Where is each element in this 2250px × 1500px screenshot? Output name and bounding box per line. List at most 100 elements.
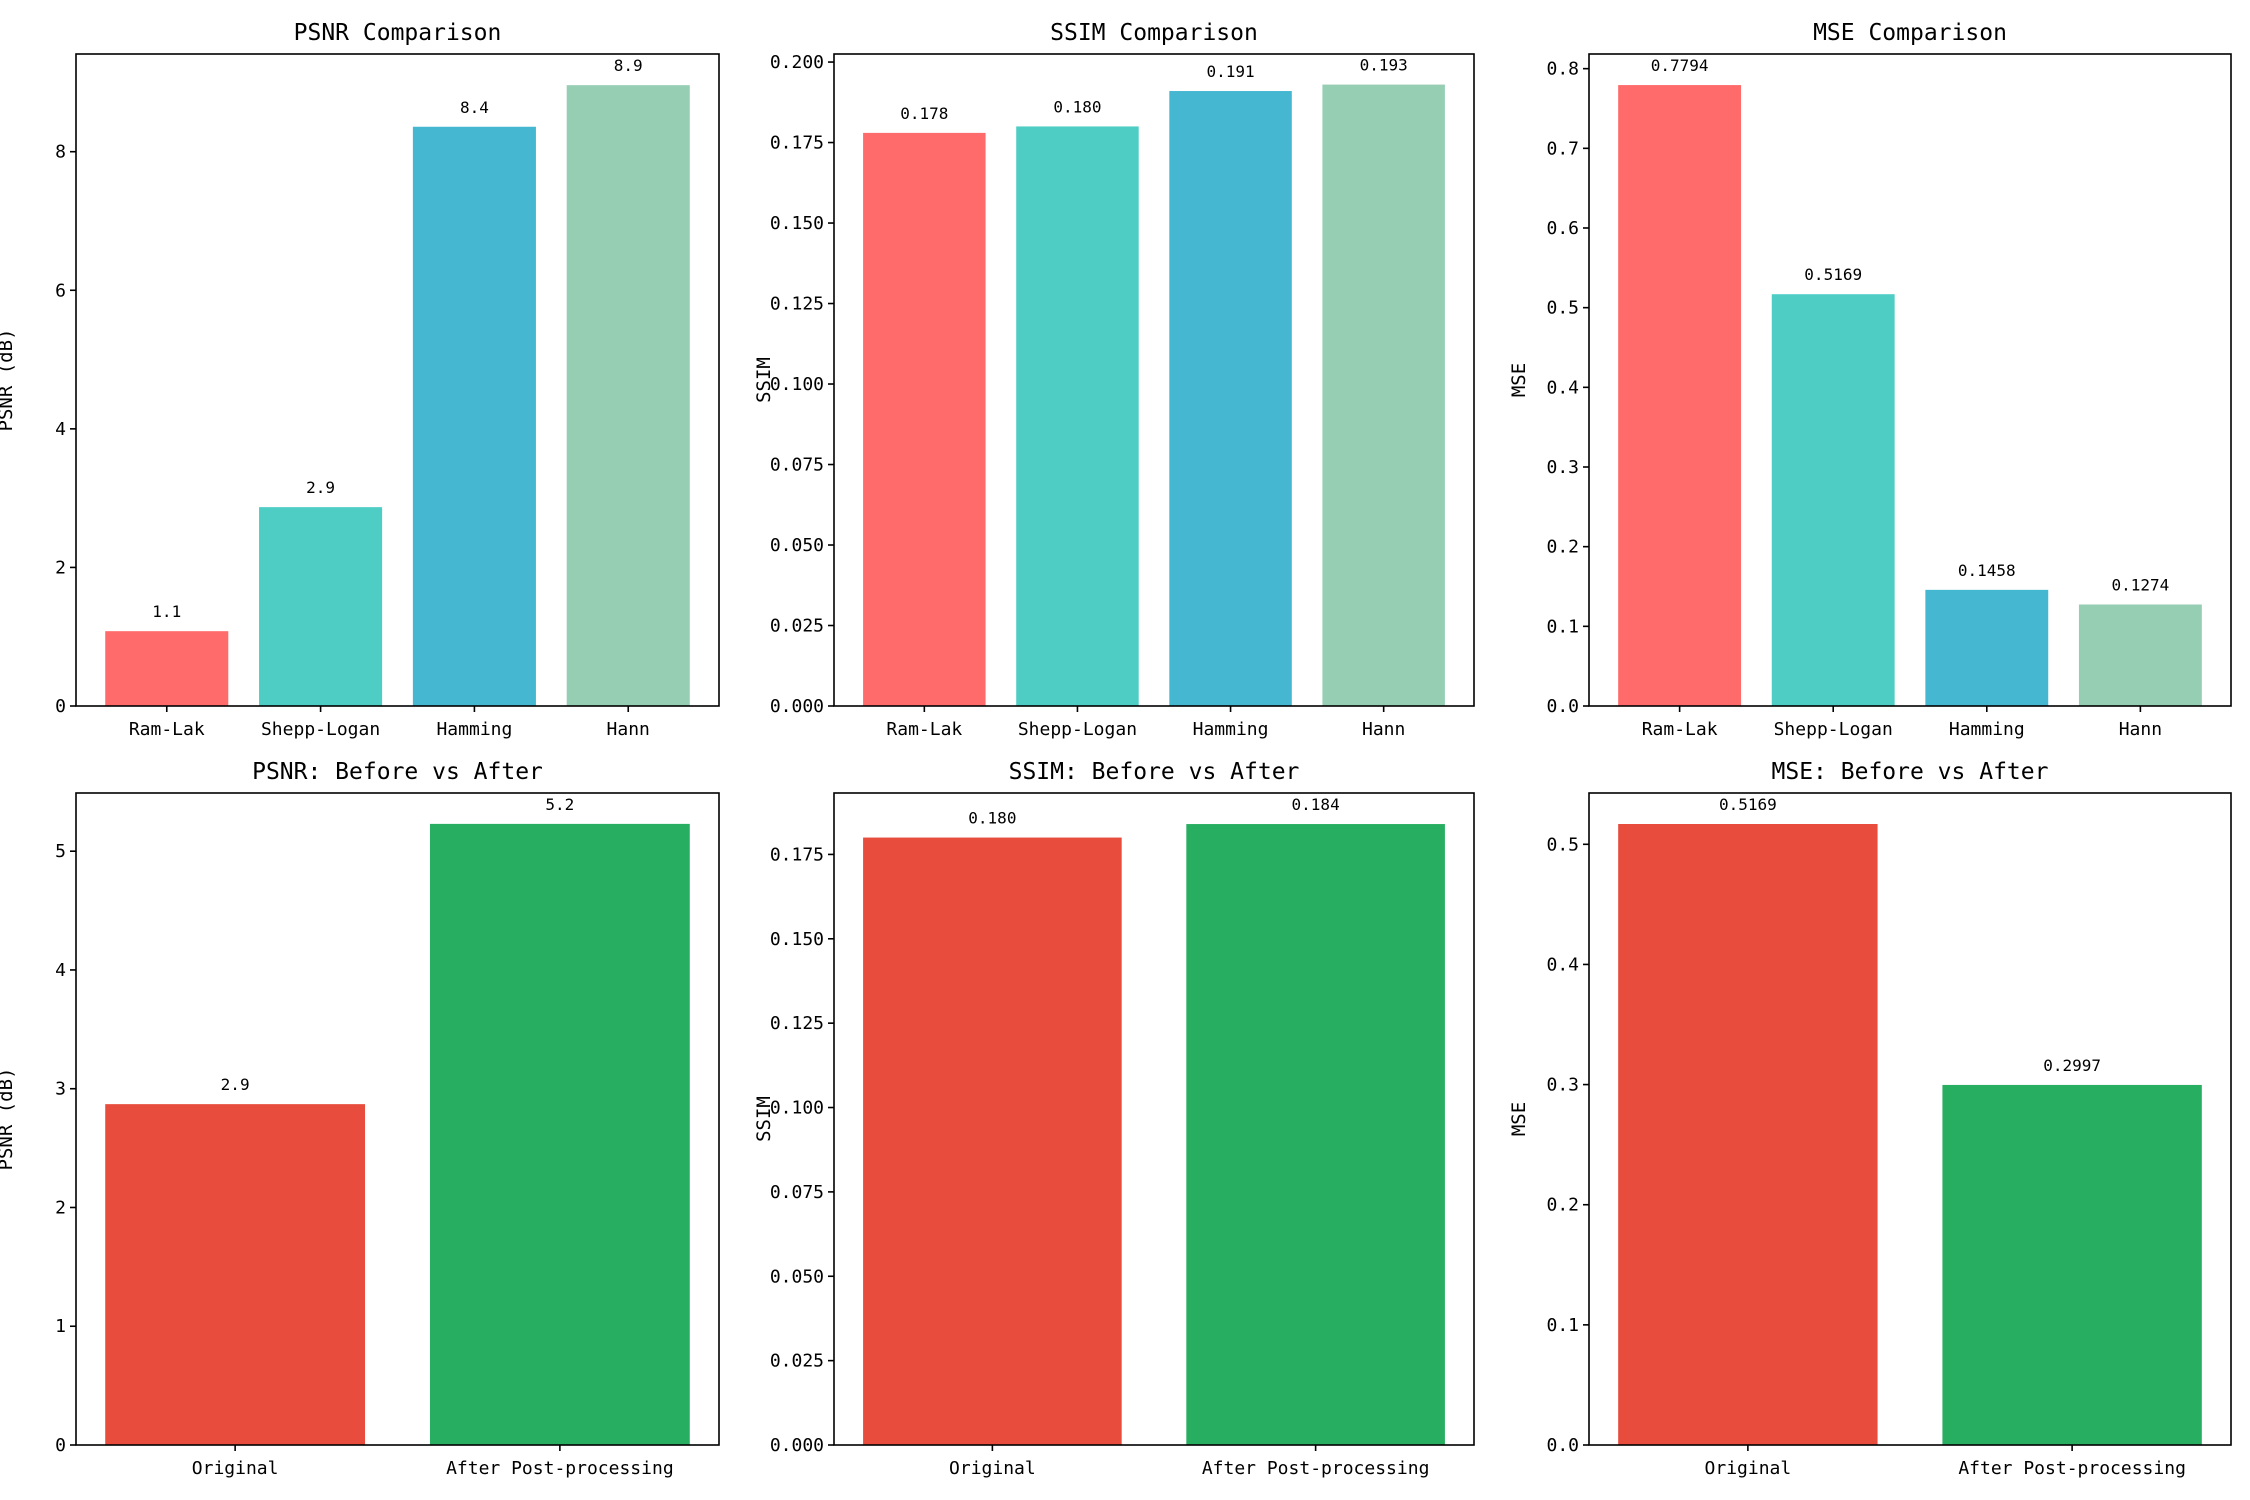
y-axis-label: SSIM xyxy=(753,357,775,403)
bar-original xyxy=(863,837,1122,1445)
chart-panel-2: 0.178 Ram-Lak 0.180 Shepp-Logan 0.191 Hamming… xyxy=(753,20,1475,740)
y-tick-label: 0.125 xyxy=(770,294,824,315)
y-tick-label: 0.7 xyxy=(1546,138,1579,159)
y-tick-label: 0 xyxy=(55,1435,66,1456)
x-tick-label: Hamming xyxy=(1193,719,1269,740)
bar-value-label: 0.178 xyxy=(900,104,948,123)
bar-value-label: 0.193 xyxy=(1360,56,1408,75)
y-tick-label: 0.100 xyxy=(770,374,824,395)
y-tick-label: 0.3 xyxy=(1546,1075,1579,1096)
axes-frame xyxy=(833,792,1475,1446)
x-tick-label: After Post-processing xyxy=(446,1458,674,1479)
bar-value-label: 1.1 xyxy=(152,602,181,621)
y-tick-label: 0.175 xyxy=(770,133,824,154)
axes-frame xyxy=(75,792,720,1446)
bar-value-label: 2.9 xyxy=(306,478,335,497)
y-tick-label: 4 xyxy=(55,960,66,981)
axes-frame xyxy=(833,53,1475,707)
y-tick-label: 0.000 xyxy=(770,1435,824,1456)
chart-title: SSIM Comparison xyxy=(1050,20,1258,46)
y-tick-label: 0.1 xyxy=(1546,1315,1579,1336)
chart-title: SSIM: Before vs After xyxy=(1009,759,1300,785)
bar-after-post-processing xyxy=(429,823,690,1445)
bar-hamming xyxy=(1925,589,2049,706)
y-tick-label: 0.075 xyxy=(770,455,824,476)
x-tick-label: Hamming xyxy=(436,719,512,740)
x-tick-label: Hann xyxy=(1362,719,1405,740)
axes-frame xyxy=(1588,53,2232,707)
y-tick-label: 0.4 xyxy=(1546,377,1579,398)
x-tick-label: Shepp-Logan xyxy=(1774,719,1893,740)
axes-frame xyxy=(1588,792,2232,1446)
bar-value-label: 8.4 xyxy=(460,98,489,117)
y-tick-label: 3 xyxy=(55,1079,66,1100)
y-tick-label: 0.2 xyxy=(1546,537,1579,558)
chart-panel-3: 0.7794 Ram-Lak 0.5169 Shepp-Logan 0.1458 Hamm… xyxy=(1508,20,2232,740)
bar-original xyxy=(105,1104,366,1445)
x-tick-label: Ram-Lak xyxy=(886,719,962,740)
y-axis-label: MSE xyxy=(1508,1102,1530,1136)
y-tick-label: 1 xyxy=(55,1316,66,1337)
y-tick-label: 0.5 xyxy=(1546,298,1579,319)
chart-title: MSE: Before vs After xyxy=(1772,759,2049,785)
x-tick-label: Shepp-Logan xyxy=(261,719,380,740)
y-tick-label: 0.200 xyxy=(770,52,824,73)
y-tick-label: 0.050 xyxy=(770,1266,824,1287)
bar-shepp-logan xyxy=(259,507,383,706)
y-tick-label: 0.8 xyxy=(1546,59,1579,80)
bar-value-label: 2.9 xyxy=(221,1075,250,1094)
bar-hann xyxy=(566,85,690,707)
y-tick-label: 0.025 xyxy=(770,1351,824,1372)
y-tick-label: 0.175 xyxy=(770,844,824,865)
x-tick-label: Ram-Lak xyxy=(1642,719,1718,740)
y-tick-label: 8 xyxy=(55,142,66,163)
y-tick-label: 0.050 xyxy=(770,535,824,556)
x-tick-label: After Post-processing xyxy=(1202,1458,1430,1479)
y-tick-label: 0.5 xyxy=(1546,834,1579,855)
bar-value-label: 0.7794 xyxy=(1651,56,1709,75)
x-tick-label: Original xyxy=(192,1458,279,1479)
chart-panel-6: 0.5169 Original 0.2997 After Post-processin… xyxy=(1508,759,2232,1479)
bar-value-label: 0.1274 xyxy=(2111,576,2169,595)
chart-panel-4: 2.9 Original 5.2 After Post-processing 0 1 2 3 4… xyxy=(0,759,720,1479)
x-tick-label: Hann xyxy=(2119,719,2162,740)
bar-after-post-processing xyxy=(1186,824,1445,1445)
bar-ram-lak xyxy=(105,631,229,706)
x-tick-label: Hann xyxy=(607,719,650,740)
y-tick-label: 0.0 xyxy=(1546,1435,1579,1456)
y-tick-label: 2 xyxy=(55,1197,66,1218)
chart-title: PSNR Comparison xyxy=(294,20,502,46)
y-tick-label: 6 xyxy=(55,280,66,301)
bar-ram-lak xyxy=(1618,85,1742,706)
y-axis-label: PSNR (dB) xyxy=(0,1068,17,1171)
y-tick-label: 0.0 xyxy=(1546,696,1579,717)
bar-hamming xyxy=(1169,91,1292,706)
bar-shepp-logan xyxy=(1016,126,1139,706)
bar-value-label: 0.2997 xyxy=(2043,1056,2101,1075)
chart-panel-1: 1.1 Ram-Lak 2.9 Shepp-Logan 8.4 Hamming 8.9 Han… xyxy=(0,20,720,740)
bar-value-label: 0.180 xyxy=(968,809,1016,828)
y-tick-label: 0.125 xyxy=(770,1013,824,1034)
y-tick-label: 0.6 xyxy=(1546,218,1579,239)
bar-value-label: 0.184 xyxy=(1292,795,1340,814)
x-tick-label: After Post-processing xyxy=(1958,1458,2186,1479)
bar-value-label: 5.2 xyxy=(545,795,574,814)
y-tick-label: 0.025 xyxy=(770,616,824,637)
x-tick-label: Hamming xyxy=(1949,719,2025,740)
bar-value-label: 0.5169 xyxy=(1719,795,1777,814)
y-tick-label: 0.1 xyxy=(1546,616,1579,637)
bar-hann xyxy=(1322,84,1445,707)
y-tick-label: 0.4 xyxy=(1546,954,1579,975)
y-tick-label: 0.2 xyxy=(1546,1195,1579,1216)
y-tick-label: 2 xyxy=(55,557,66,578)
y-tick-label: 0 xyxy=(55,696,66,717)
y-tick-label: 4 xyxy=(55,419,66,440)
x-tick-label: Original xyxy=(949,1458,1036,1479)
x-tick-label: Original xyxy=(1705,1458,1792,1479)
bar-original xyxy=(1618,824,1878,1445)
y-tick-label: 0.3 xyxy=(1546,457,1579,478)
y-tick-label: 0.000 xyxy=(770,696,824,717)
y-tick-label: 0.075 xyxy=(770,1182,824,1203)
bar-value-label: 8.9 xyxy=(614,56,643,75)
bar-shepp-logan xyxy=(1771,294,1895,706)
